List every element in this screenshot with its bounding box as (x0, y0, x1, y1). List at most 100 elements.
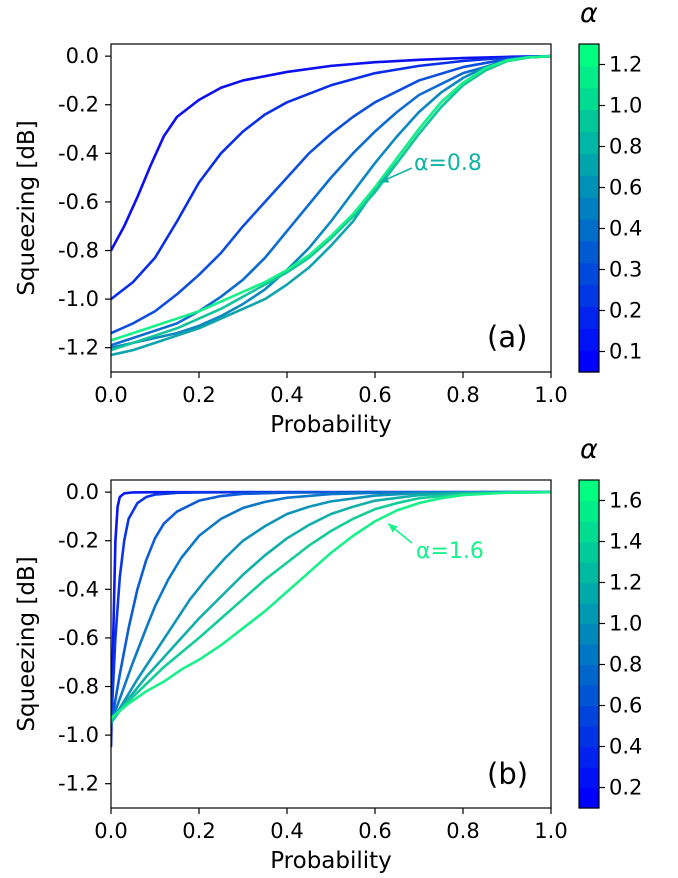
colorbar-segment (579, 109, 599, 133)
series-line-7 (111, 54, 551, 352)
x-axis-label: Probability (270, 848, 392, 874)
colorbar-label: α (580, 0, 598, 29)
colorbar-segment (579, 726, 599, 748)
colorbar-segment (579, 65, 599, 89)
x-tick-label: 0.6 (358, 383, 391, 407)
series-line-4 (111, 54, 551, 347)
chart-panel-a: 0.0 0.2 0.4 0.6 0.8 1.0 0.0 -0.2 -0.4 -0.6 -0.8 -1.… (14, 0, 642, 438)
colorbar-segment (579, 218, 599, 242)
x-tick-label: 0.6 (358, 819, 391, 843)
y-tick-label: 0.0 (66, 44, 99, 68)
colorbar-segment (579, 767, 599, 789)
annotation-arrowhead (379, 175, 390, 183)
colorbar-tick-label: 1.0 (609, 94, 642, 118)
colorbar-segment (579, 153, 599, 176)
annotation-arrowhead (388, 523, 398, 533)
colorbar-frame (578, 479, 600, 809)
colorbar-segment (579, 623, 599, 645)
colorbar-segment (579, 787, 599, 809)
colorbar-tick-label: 1.4 (609, 530, 642, 554)
x-tick-label: 1.0 (534, 819, 567, 843)
series-line-5 (111, 490, 551, 724)
colorbar-frame (578, 43, 600, 373)
x-tick-label: 0.0 (94, 819, 127, 843)
colorbar-tick-label: 0.2 (609, 776, 642, 800)
colorbar-segment (579, 644, 599, 666)
x-tick-label: 0.2 (182, 383, 215, 407)
colorbar-segment (579, 328, 599, 351)
y-tick-label: -0.6 (58, 190, 99, 214)
y-tick-label: -1.2 (58, 772, 99, 796)
annotation-label: α=0.8 (414, 151, 482, 176)
y-tick-label: -0.8 (58, 675, 99, 699)
y-axis-label: Squeezing [dB] (14, 556, 40, 731)
x-tick-label: 0.8 (446, 819, 479, 843)
series-line-1 (111, 54, 551, 252)
colorbar-segment (579, 44, 599, 67)
y-tick-label: -0.8 (58, 239, 99, 263)
colorbar-segment (579, 175, 599, 198)
colorbar-segment (579, 306, 599, 329)
x-tick-label: 1.0 (534, 383, 567, 407)
series-line-6 (111, 490, 551, 724)
colorbar-segment (579, 562, 599, 584)
colorbar: 0.1 0.2 0.3 0.4 0.6 0.8 1.0 1.2 α (578, 0, 642, 373)
colorbar-segment (579, 240, 599, 264)
series-line-7 (111, 490, 551, 722)
x-tick-label: 0.2 (182, 819, 215, 843)
colorbar-tick-label: 0.3 (609, 258, 642, 282)
colorbar-tick-label: 0.4 (609, 217, 642, 241)
colorbar-segment (579, 541, 599, 563)
series-line-2 (111, 490, 551, 728)
colorbar-segment (579, 705, 599, 727)
y-tick-label: -0.2 (58, 93, 99, 117)
y-tick-label: -1.0 (58, 287, 99, 311)
colorbar-tick-label: 0.1 (609, 340, 642, 364)
y-tick-label: -0.6 (58, 626, 99, 650)
chart-panel-b: 0.0 0.2 0.4 0.6 0.8 1.0 0.0 -0.2 -0.4 -0.6 -0.8 -1.… (14, 434, 642, 874)
plot-frame (110, 479, 552, 809)
panel-label: (a) (487, 320, 527, 354)
colorbar-segment (579, 521, 599, 543)
panel-label: (b) (487, 757, 528, 791)
colorbar-segment (579, 350, 599, 373)
plot-frame (110, 43, 552, 373)
colorbar-tick-label: 0.6 (609, 694, 642, 718)
colorbar-segment (579, 603, 599, 625)
series-line-4 (111, 490, 551, 724)
series-line-8 (111, 54, 551, 342)
x-tick-label: 0.0 (94, 383, 127, 407)
colorbar-tick-label: 1.0 (609, 612, 642, 636)
y-tick-label: -0.2 (58, 529, 99, 553)
x-tick-label: 0.8 (446, 383, 479, 407)
colorbar-tick-label: 0.2 (609, 299, 642, 323)
series-group (111, 490, 551, 748)
y-tick-label: -0.4 (58, 141, 99, 165)
colorbar-segment (579, 284, 599, 307)
colorbar-segment (579, 664, 599, 686)
colorbar-segment (579, 746, 599, 768)
y-tick-label: -0.4 (58, 577, 99, 601)
series-line-3 (111, 490, 551, 726)
colorbar-tick-label: 0.8 (609, 135, 642, 159)
colorbar-tick-label: 0.6 (609, 176, 642, 200)
y-tick-label: 0.0 (66, 480, 99, 504)
colorbar-segment (579, 131, 599, 154)
colorbar-tick-label: 0.4 (609, 735, 642, 759)
x-tick-label: 0.4 (270, 383, 303, 407)
series-line-6 (111, 54, 551, 357)
x-tick-label: 0.4 (270, 819, 303, 843)
colorbar-label: α (580, 434, 598, 465)
colorbar-segment (579, 87, 599, 111)
colorbar-tick-label: 1.2 (609, 571, 642, 595)
y-axis-label: Squeezing [dB] (14, 120, 40, 295)
series-line-8 (111, 490, 551, 720)
colorbar: 0.2 0.4 0.6 0.8 1.0 1.2 1.4 1.6 α (578, 434, 642, 809)
colorbar-tick-label: 0.8 (609, 653, 642, 677)
y-tick-label: -1.0 (58, 723, 99, 747)
series-line-5 (111, 54, 551, 349)
series-line-2 (111, 54, 551, 301)
series-group (111, 54, 551, 357)
x-axis-label: Probability (270, 412, 392, 438)
